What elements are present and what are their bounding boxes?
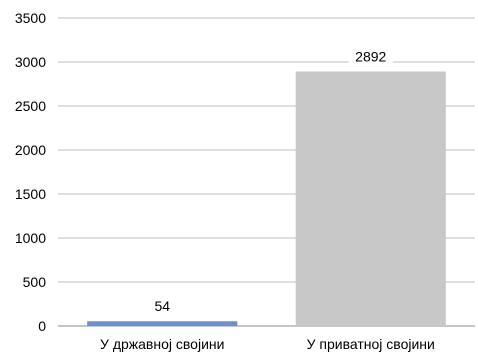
y-tick-label: 3500 xyxy=(15,10,46,26)
data-label: 54 xyxy=(154,298,170,314)
data-label-background xyxy=(348,47,393,66)
y-tick-label: 1000 xyxy=(15,230,46,246)
bar xyxy=(295,71,446,326)
y-tick-label: 0 xyxy=(38,318,46,334)
data-label: 2892 xyxy=(355,49,386,65)
y-tick-label: 2500 xyxy=(15,98,46,114)
y-tick-label: 1500 xyxy=(15,186,46,202)
y-tick-label: 3000 xyxy=(15,54,46,70)
data-label-background xyxy=(149,297,176,316)
x-category-label: У државној својини xyxy=(100,336,224,352)
y-tick-label: 500 xyxy=(23,274,47,290)
bar xyxy=(87,321,238,326)
y-tick-label: 2000 xyxy=(15,142,46,158)
x-category-label: У приватној својини xyxy=(307,336,435,352)
